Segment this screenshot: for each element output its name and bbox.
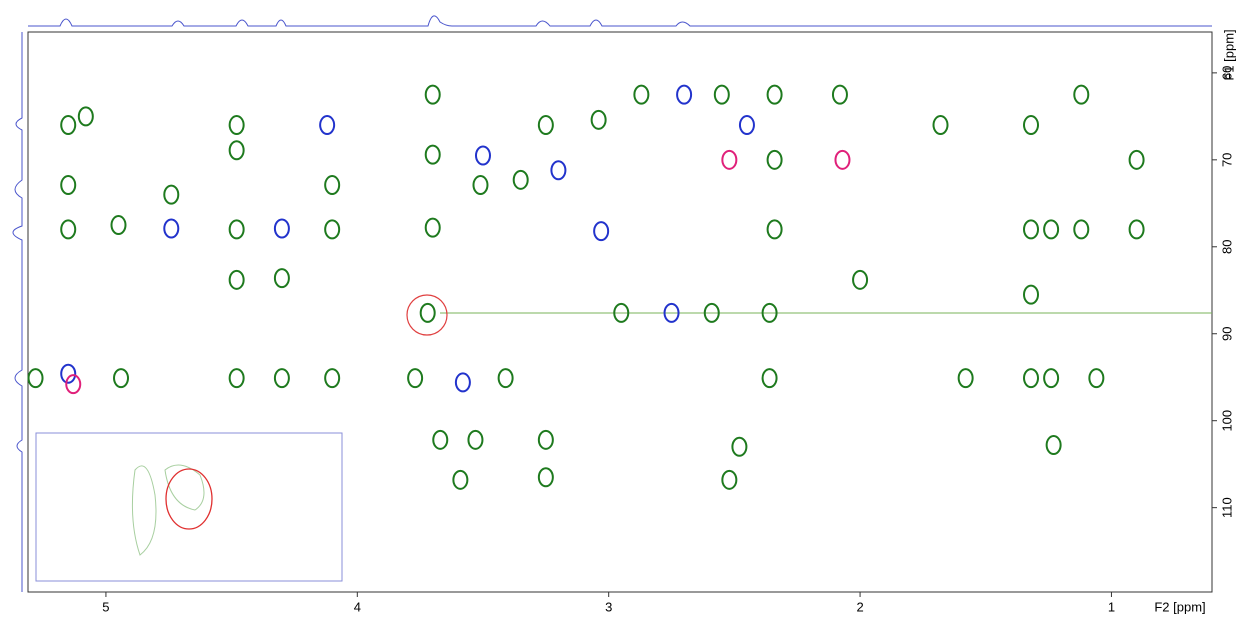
peak <box>834 149 851 170</box>
peak <box>703 302 720 323</box>
peak <box>633 84 650 105</box>
peak <box>766 149 783 170</box>
peak <box>1023 368 1040 389</box>
peak <box>1088 368 1105 389</box>
inset-frame <box>35 432 343 582</box>
x-axis-label: F2 [ppm] <box>1154 599 1205 614</box>
peak <box>721 469 738 490</box>
peak <box>228 219 245 240</box>
peak <box>1043 368 1060 389</box>
peak <box>831 84 848 105</box>
peak <box>60 115 77 136</box>
y-tick-label: 80 <box>1219 240 1234 254</box>
peak <box>424 144 441 165</box>
peak <box>472 175 489 196</box>
peak <box>228 368 245 389</box>
peak <box>537 115 554 136</box>
peak <box>1023 284 1040 305</box>
peak <box>1128 219 1145 240</box>
peak <box>766 84 783 105</box>
peak <box>1073 219 1090 240</box>
y-tick-label: 70 <box>1219 153 1234 167</box>
peak <box>1045 435 1062 456</box>
peak <box>228 140 245 161</box>
peak <box>273 368 290 389</box>
peak <box>324 219 341 240</box>
f1-projection <box>12 32 23 592</box>
peak <box>512 169 529 190</box>
peak <box>432 429 449 450</box>
highlight-circle <box>406 294 448 336</box>
x-tick-label: 4 <box>354 599 361 614</box>
peak <box>1043 219 1060 240</box>
x-tick-label: 3 <box>605 599 612 614</box>
plot-frame <box>27 31 1213 593</box>
peak <box>60 175 77 196</box>
peak <box>77 106 94 127</box>
peak <box>593 221 610 242</box>
peak <box>113 368 130 389</box>
y-tick-label: 110 <box>1219 497 1234 518</box>
peak <box>761 368 778 389</box>
f2-projection <box>28 15 1212 27</box>
inset-contour <box>131 464 205 556</box>
x-tick-label: 1 <box>1108 599 1115 614</box>
peak <box>1023 219 1040 240</box>
peak <box>324 175 341 196</box>
peak <box>613 302 630 323</box>
peak <box>766 219 783 240</box>
peak <box>424 217 441 238</box>
peak <box>60 363 77 384</box>
x-tick-label: 2 <box>856 599 863 614</box>
peak <box>273 218 290 239</box>
inset-circle <box>165 468 213 530</box>
peak <box>228 115 245 136</box>
peak <box>1073 84 1090 105</box>
peak <box>27 368 44 389</box>
peak <box>713 84 730 105</box>
peak <box>273 268 290 289</box>
peak <box>852 269 869 290</box>
peak <box>110 215 127 236</box>
y-tick-label: 60 <box>1219 66 1234 80</box>
peak <box>319 115 336 136</box>
peak <box>676 84 693 105</box>
peak <box>407 368 424 389</box>
peak <box>497 368 514 389</box>
peak <box>663 302 680 323</box>
peak <box>424 84 441 105</box>
peak <box>419 302 436 323</box>
peak <box>590 109 607 130</box>
peak <box>761 302 778 323</box>
peak <box>454 372 471 393</box>
peak <box>1128 149 1145 170</box>
peak <box>550 160 567 181</box>
peak <box>738 115 755 136</box>
inset <box>35 432 343 582</box>
peak <box>60 219 77 240</box>
y-tick-label: 100 <box>1219 410 1234 432</box>
peak <box>163 184 180 205</box>
peak <box>467 429 484 450</box>
peak <box>957 368 974 389</box>
peak <box>228 269 245 290</box>
peak <box>163 218 180 239</box>
peak <box>1023 115 1040 136</box>
peak <box>932 115 949 136</box>
peak <box>452 469 469 490</box>
peak <box>474 145 491 166</box>
peak <box>324 368 341 389</box>
peak <box>731 436 748 457</box>
x-tick-label: 5 <box>102 599 109 614</box>
peak <box>537 429 554 450</box>
peak <box>537 467 554 488</box>
y-axis-label: F1 [ppm] <box>1221 29 1236 80</box>
y-tick-label: 90 <box>1219 327 1234 341</box>
peak <box>721 149 738 170</box>
peak <box>65 374 82 395</box>
